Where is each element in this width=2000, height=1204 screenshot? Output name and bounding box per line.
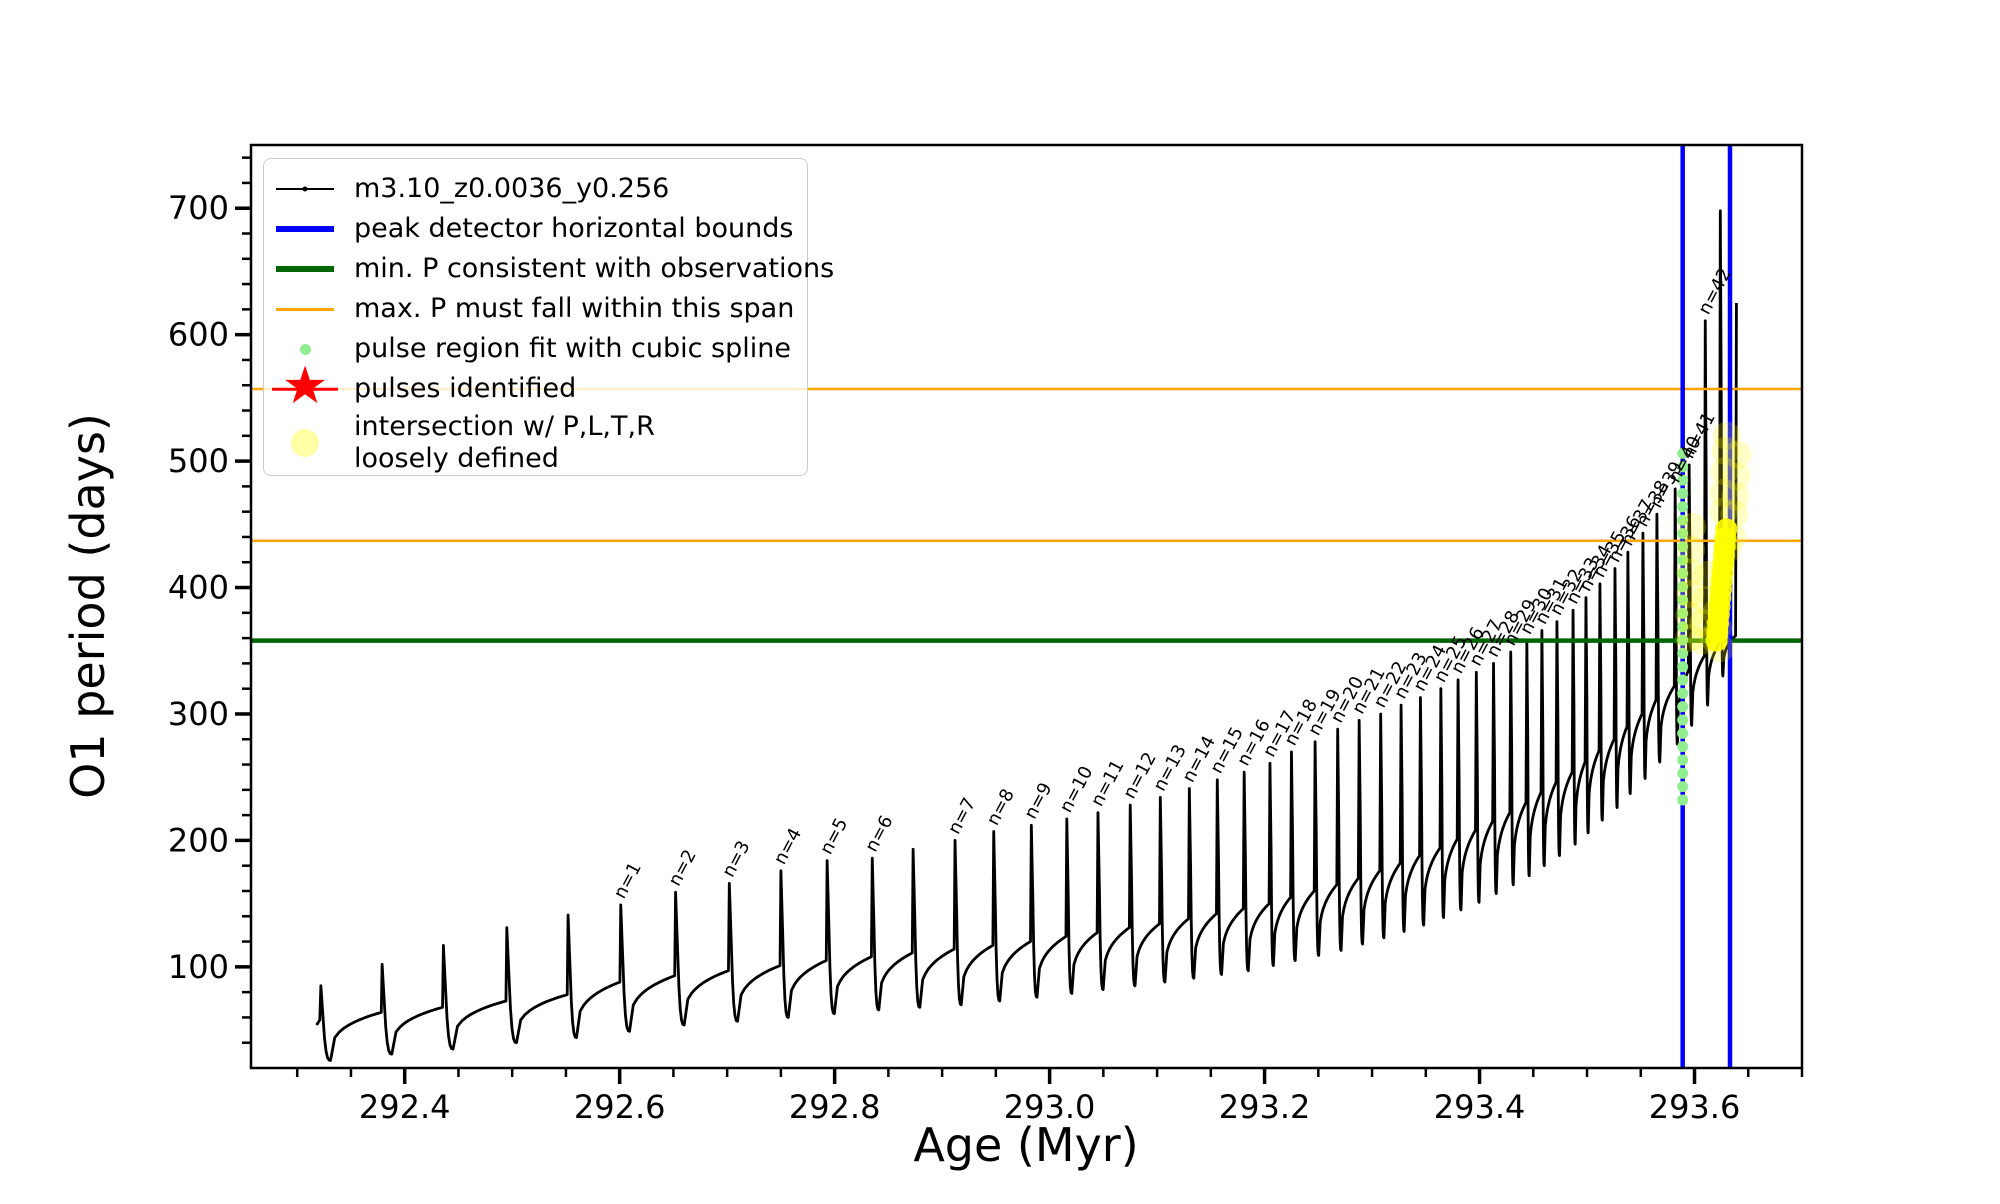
legend-label: max. P must fall within this span [354,293,795,324]
intersection-stripe-dot [1715,518,1738,541]
green-dot-icon [272,343,338,355]
legend-item-intersection: intersection w/ P,L,T,R loosely defined [272,409,797,477]
x-tick-label: 293.4 [1434,1088,1526,1126]
y-tick-label: 400 [168,569,229,607]
pulse-label: n=6 [861,812,897,855]
blue-line-icon [272,226,338,232]
spline-fit-dot [1677,594,1689,606]
x-tick-label: 292.4 [359,1088,451,1126]
spline-fit-dot [1677,781,1689,793]
spline-fit-dot [1677,607,1689,619]
spline-fit-dot [1677,767,1689,779]
y-tick-label: 700 [168,189,229,227]
spline-fit-dot [1677,727,1689,739]
spline-fit-dot [1677,741,1689,753]
legend-label: pulses identified [354,373,577,404]
pulse-label: n=3 [718,837,754,880]
intersection-scatter-dot [1711,436,1740,465]
intersection-scatter-dot [1709,497,1738,526]
spline-fit-dot [1677,647,1689,659]
spline-fit-dot [1677,527,1689,539]
plot-frame [249,143,1804,1070]
pulse-label: n=8 [983,786,1019,829]
green-line-icon [272,266,338,272]
intersection-scatter-dot [1675,624,1704,653]
legend-item-peak-bounds: peak detector horizontal bounds [272,209,797,249]
spline-fit-dot [1677,621,1689,633]
legend-label: peak detector horizontal bounds [354,213,794,244]
spline-fit-dot [1677,501,1689,513]
legend-item-min-p: min. P consistent with observations [272,249,834,289]
spline-fit-dot [1677,541,1689,553]
spline-fit-dot [1677,487,1689,499]
legend-label: intersection w/ P,L,T,R loosely defined [354,411,655,474]
intersection-scatter-dot [1677,535,1706,564]
intersection-scatter-dot [1723,440,1752,469]
spline-fit-dot [1677,474,1689,486]
pulse-label: n=4 [770,825,806,868]
y-axis-title: O1 period (days) [61,413,115,799]
intersection-scatter-dot [1678,512,1707,541]
spline-fit-dot [1677,687,1689,699]
legend-item-pulses: ★ pulses identified [272,360,797,412]
yellow-dot-icon [272,429,338,457]
spline-fit-dot [1677,461,1689,473]
legend-label: min. P consistent with observations [354,253,835,284]
y-tick-label: 200 [168,821,229,859]
x-axis-title: Age (Myr) [913,1118,1139,1172]
x-tick-label: 292.8 [789,1088,881,1126]
spline-fit-dot [1677,701,1689,713]
spline-fit-dot [1677,567,1689,579]
pulse-label: n=11 [1087,756,1129,809]
intersection-scatter-dot [1709,478,1738,507]
legend-label: m3.10_z0.0036_y0.256 [354,173,670,204]
x-tick-label: 293.0 [1004,1088,1096,1126]
intersection-scatter-dot [1721,482,1750,511]
legend: m3.10_z0.0036_y0.256 peak detector horiz… [263,158,834,477]
y-tick-label: 100 [168,948,229,986]
spline-fit-dot [1677,448,1689,460]
spline-fit-dot [1677,674,1689,686]
red-star-icon: ★ [272,360,338,413]
y-tick-label: 300 [168,695,229,733]
spline-fit-dot [1677,754,1689,766]
legend-label: pulse region fit with cubic spline [354,333,791,364]
legend-item-max-p: max. P must fall within this span [272,289,797,329]
series-line-icon [272,186,338,192]
intersection-scatter-dot [1676,558,1705,587]
orange-line-icon [272,307,338,311]
legend-item-spline-fit: pulse region fit with cubic spline [272,329,797,369]
y-tick-label: 600 [168,316,229,354]
pulse-period-curve [315,209,1738,1062]
spline-fit-dot [1677,514,1689,526]
x-tick-label: 293.6 [1649,1088,1741,1126]
pulse-label: n=2 [664,846,700,889]
spline-fit-dot [1677,554,1689,566]
intersection-scatter-dot [1722,462,1751,491]
y-tick-label: 500 [168,442,229,480]
pulse-label: n=1 [610,859,646,902]
intersection-scatter-dot [1675,601,1704,630]
pulse-label: n=9 [1020,779,1056,822]
spline-fit-dot [1677,794,1689,806]
intersection-scatter-dot [1712,421,1741,450]
x-tick-label: 293.2 [1219,1088,1311,1126]
spline-fit-dot [1677,661,1689,673]
pulse-label: n=10 [1056,763,1098,816]
spline-fit-dot [1677,714,1689,726]
spline-fit-dot [1677,581,1689,593]
intersection-scatter-dot [1676,579,1705,608]
legend-item-series: m3.10_z0.0036_y0.256 [272,169,797,209]
x-tick-label: 292.6 [574,1088,666,1126]
intersection-scatter-dot [1710,457,1739,486]
pulse-label: n=7 [944,794,980,837]
spline-fit-dot [1677,634,1689,646]
pulse-label: n=5 [816,815,852,858]
